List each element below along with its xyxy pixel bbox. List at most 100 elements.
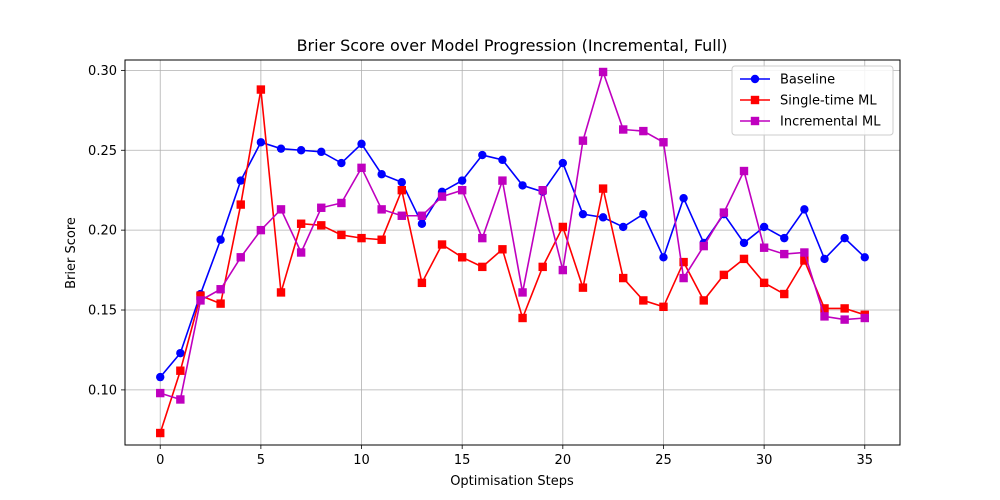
data-point-baseline: [759, 222, 769, 232]
legend-item: Incremental ML: [740, 115, 881, 130]
data-point-single-time-ml: [457, 253, 467, 262]
data-point-baseline: [820, 254, 829, 264]
data-point-single-time-ml: [317, 221, 326, 230]
data-point-baseline: [337, 158, 346, 168]
data-point-single-time-ml: [619, 273, 628, 283]
x-tick-label: 25: [655, 453, 672, 468]
data-point-incremental-ml: [659, 138, 668, 147]
data-point-single-time-ml: [176, 366, 185, 375]
data-point-single-time-ml: [820, 304, 829, 313]
data-point-incremental-ml: [296, 248, 306, 257]
legend-item: Single-time ML: [740, 94, 877, 109]
data-point-single-time-ml: [800, 256, 809, 265]
data-point-baseline: [457, 176, 467, 185]
data-point-single-time-ml: [417, 278, 427, 288]
data-point-incremental-ml: [196, 296, 205, 305]
data-point-baseline: [739, 238, 749, 248]
data-point-single-time-ml: [377, 235, 386, 244]
legend-marker: [750, 74, 760, 84]
data-point-single-time-ml: [437, 240, 447, 249]
data-point-single-time-ml: [538, 262, 547, 272]
data-point-baseline: [236, 176, 245, 185]
data-point-incremental-ml: [739, 166, 749, 176]
y-axis-title: Brier Score: [64, 217, 79, 289]
x-axis-title: Optimisation Steps: [450, 474, 574, 489]
data-point-incremental-ml: [337, 198, 346, 208]
data-point-single-time-ml: [397, 185, 406, 195]
series-line-baseline: [159, 141, 866, 378]
legend-label: Baseline: [780, 73, 835, 88]
legend-item: Baseline: [740, 73, 835, 88]
data-point-baseline: [276, 144, 286, 153]
data-point-baseline: [256, 138, 266, 147]
data-point-incremental-ml: [276, 205, 286, 214]
data-point-incremental-ml: [377, 205, 386, 214]
data-point-incremental-ml: [860, 313, 869, 323]
data-point-single-time-ml: [719, 270, 729, 280]
data-point-baseline: [317, 147, 326, 157]
x-tick-label: 35: [856, 453, 873, 468]
data-point-single-time-ml: [840, 304, 849, 313]
data-point-baseline: [176, 348, 185, 358]
data-point-baseline: [860, 253, 869, 262]
data-point-single-time-ml: [699, 296, 708, 305]
data-point-baseline: [357, 139, 366, 149]
data-point-baseline: [800, 205, 809, 214]
data-point-baseline: [377, 170, 386, 179]
data-point-single-time-ml: [296, 219, 306, 228]
y-tick-label: 0.15: [88, 304, 117, 319]
data-point-incremental-ml: [619, 125, 628, 134]
data-point-incremental-ml: [437, 192, 447, 201]
data-point-incremental-ml: [538, 185, 547, 195]
data-point-single-time-ml: [518, 313, 527, 323]
data-point-baseline: [518, 181, 527, 190]
data-point-single-time-ml: [639, 296, 648, 305]
legend-marker: [750, 95, 760, 105]
series-layer: [156, 67, 869, 438]
data-point-incremental-ml: [498, 176, 507, 185]
ticks: 0 5 10 15 20 25 30 35 0.10 0.15 0.20 0.25 0.30: [88, 64, 873, 468]
data-point-incremental-ml: [679, 273, 688, 283]
data-point-incremental-ml: [216, 285, 225, 294]
series-baseline: [156, 138, 869, 382]
data-point-incremental-ml: [598, 67, 608, 77]
x-tick-label: 20: [555, 453, 572, 468]
data-point-incremental-ml: [176, 395, 185, 404]
x-tick-label: 30: [756, 453, 773, 468]
y-tick-label: 0.10: [88, 383, 117, 398]
data-point-incremental-ml: [236, 253, 245, 262]
data-point-baseline: [558, 158, 568, 168]
data-point-baseline: [498, 155, 507, 165]
legend: Baseline Single-time ML Incremental ML: [731, 65, 894, 136]
legend-marker: [750, 116, 760, 126]
data-point-baseline: [296, 146, 306, 155]
data-point-incremental-ml: [357, 163, 366, 173]
data-point-baseline: [619, 222, 628, 232]
data-point-single-time-ml: [498, 245, 507, 254]
y-tick-label: 0.20: [88, 224, 117, 239]
data-point-incremental-ml: [457, 185, 467, 195]
chart-title: Brier Score over Model Progression (Incr…: [297, 36, 728, 55]
data-point-single-time-ml: [780, 289, 789, 299]
data-point-single-time-ml: [337, 230, 346, 240]
data-point-incremental-ml: [699, 241, 708, 251]
data-point-baseline: [417, 219, 427, 228]
data-point-single-time-ml: [759, 278, 769, 288]
data-point-baseline: [578, 209, 588, 219]
data-point-single-time-ml: [679, 257, 688, 267]
data-point-single-time-ml: [478, 262, 487, 272]
y-tick-label: 0.25: [88, 144, 117, 159]
data-point-single-time-ml: [216, 299, 225, 308]
data-point-incremental-ml: [800, 248, 809, 257]
data-point-incremental-ml: [256, 225, 266, 235]
data-point-baseline: [478, 150, 487, 160]
data-point-single-time-ml: [578, 283, 588, 292]
plot-frame: [124, 59, 901, 446]
data-point-incremental-ml: [417, 211, 427, 220]
data-point-incremental-ml: [558, 265, 568, 275]
data-point-incremental-ml: [639, 126, 648, 136]
series-line-single-time-ml: [159, 89, 866, 434]
data-point-single-time-ml: [196, 291, 205, 300]
data-point-incremental-ml: [317, 203, 326, 212]
